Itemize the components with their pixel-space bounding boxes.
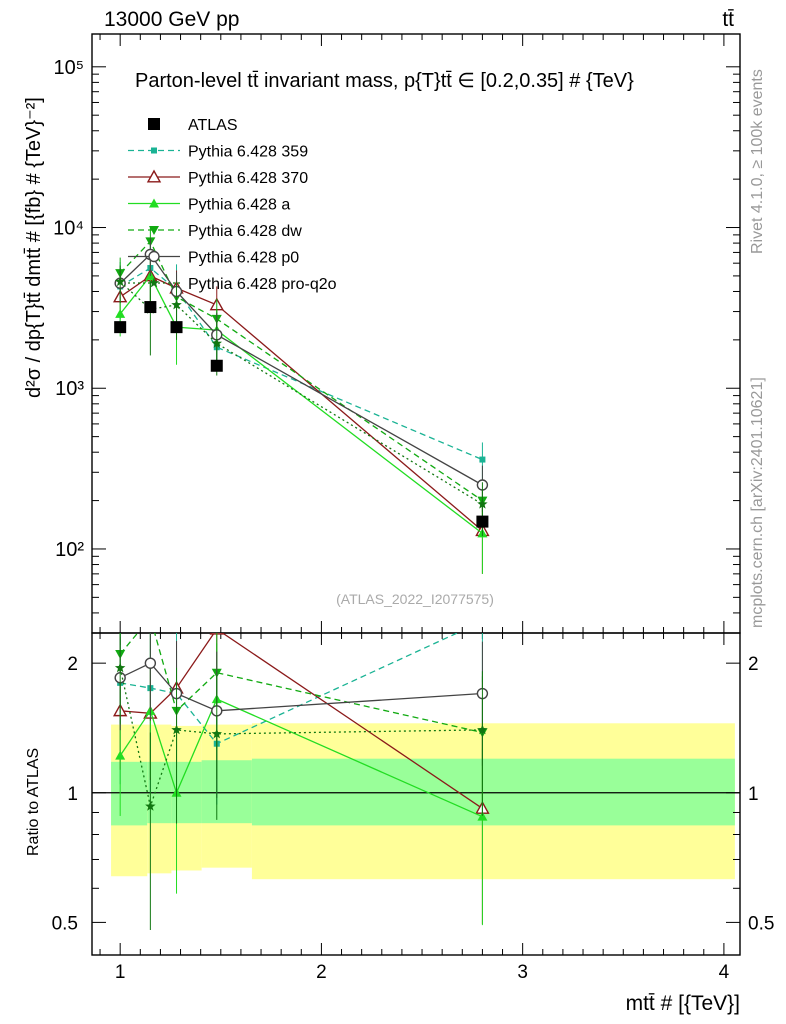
marker-triangle [477,811,488,821]
rivet-label: Rivet 4.1.0, ≥ 100k events [749,69,766,254]
marker-star [211,728,222,739]
ratio-y-tick-label-right: 1 [748,784,759,805]
ratio-series-line [119,667,483,809]
series-line [119,274,483,534]
legend-item: Pythia 6.428 p0 [128,250,299,267]
ratio-y-tick-label-right: 2 [748,654,759,675]
marker-star [211,337,222,348]
ratio-y-tick-label: 1 [67,784,78,805]
chart-title: Parton-level tt̄ invariant mass, p{T}tt̄… [135,70,634,92]
legend-item: Pythia 6.428 a [128,197,290,214]
legend-label: Pythia 6.428 370 [188,170,308,187]
marker-triangle-down [149,226,159,235]
marker-star [145,800,156,811]
marker-square [476,515,489,528]
marker-triangle [115,308,126,318]
marker-star [477,724,488,735]
ratio-series-line [120,633,459,745]
x-tick-label: 2 [316,962,327,983]
legend: ATLAS Pythia 6.428 359 Pythia 6.428 370 Pyt… [128,117,337,293]
y-tick-label: 10² [55,539,84,561]
marker-triangle [149,198,159,208]
inner-uncertainty-band [251,758,735,826]
series-pythia-6-428-dw [115,226,488,531]
y-axis-label: d²σ / dp{T}tt̄ dmtt̄ # [{fb} # {TeV}⁻²] [23,97,45,398]
marker-square [479,456,486,463]
marker-star [171,724,182,735]
main-plot-data [112,226,490,574]
series-pythia-6-428-pro-q2o [114,265,488,537]
legend-item: Pythia 6.428 370 [128,169,308,187]
ratio-plot-frame [91,632,741,956]
legend-item: Pythia 6.428 359 [128,144,308,161]
y-tick-label: 10⁵ [53,57,84,79]
series-pythia-6-428-a [115,257,488,574]
legend-label: Pythia 6.428 a [188,197,290,214]
ratio-y-tick-label: 2 [67,654,78,675]
y-tick-label: 10³ [55,378,84,400]
marker-star [171,299,182,310]
analysis-watermark: (ATLAS_2022_I2077575) [336,591,494,607]
legend-label: Pythia 6.428 pro-q2o [188,276,337,293]
series-atlas [114,301,489,528]
mcplots-label: mcplots.cern.ch [arXiv:2401.10621] [749,377,766,628]
marker-star [148,277,160,288]
marker-triangle-down [145,614,155,623]
energy-label: 13000 GeV pp [104,8,239,31]
process-label: tt̄ [722,8,734,31]
legend-item: Pythia 6.428 dw [128,223,302,240]
x-tick-label: 4 [719,962,730,983]
marker-triangle [115,750,126,760]
x-tick-label: 1 [115,962,126,983]
marker-star [114,662,126,673]
marker-open-circle [144,657,157,669]
x-tick-label: 3 [517,962,528,983]
marker-square [210,359,223,372]
legend-item: ATLAS [148,117,238,134]
marker-star [114,276,126,287]
x-axis-label: mtt̄ # [{TeV}] [626,992,740,1015]
marker-square [148,118,160,130]
legend-label: ATLAS [188,117,238,134]
ratio-plot-data [112,614,490,931]
series-line [119,281,483,505]
legend-item: Pythia 6.428 pro-q2o [128,276,337,293]
legend-label: Pythia 6.428 359 [188,144,308,161]
marker-star [477,498,488,509]
marker-square [170,321,183,334]
axes: 1 2 3 4 10² 10³ 10⁴ 10⁵ 0.5 0.5 1 1 2 2 [52,34,774,983]
ratio-y-tick-label: 0.5 [52,913,78,934]
marker-square [479,618,485,624]
marker-square [114,321,127,334]
legend-label: Pythia 6.428 dw [188,223,302,240]
marker-square [144,301,157,314]
series-pythia-6-428-370 [112,257,490,574]
ratio-y-tick-label-right: 0.5 [748,913,774,934]
ratio-y-axis-label: Ratio to ATLAS [25,748,42,856]
ratio-uncertainty-bands [92,723,740,880]
marker-square [151,147,157,154]
inner-uncertainty-band [111,761,148,826]
marker-open-triangle [146,169,162,183]
inner-uncertainty-band [201,760,252,824]
legend-label: Pythia 6.428 p0 [188,250,299,267]
ratio-series-pythia-6-428-pro-q2o [114,633,488,931]
y-tick-label: 10⁴ [53,218,84,240]
marker-open-circle [148,250,160,263]
